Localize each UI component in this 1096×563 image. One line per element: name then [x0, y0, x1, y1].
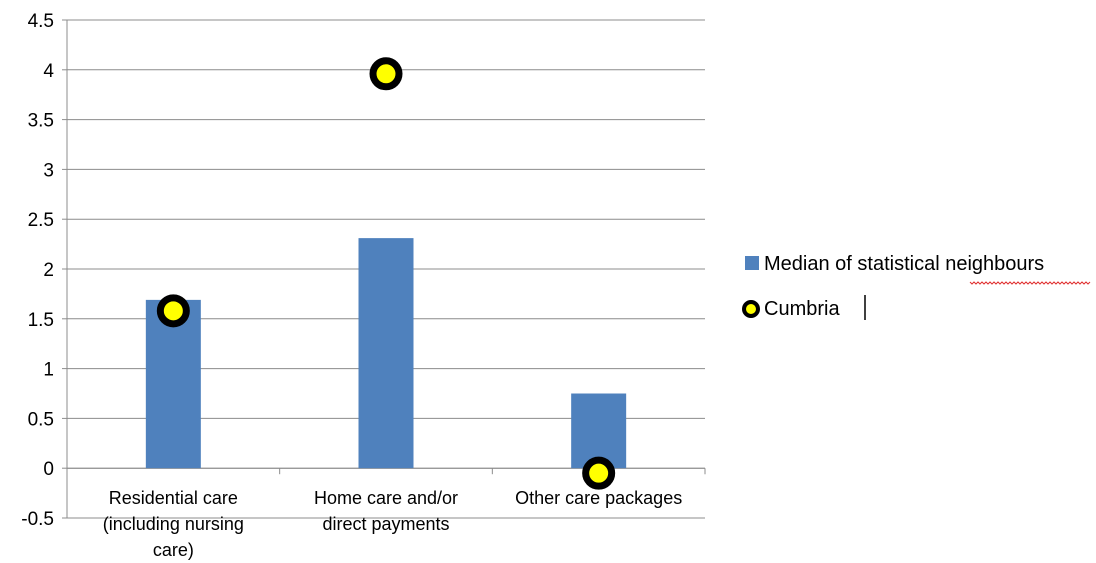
bar-median [571, 393, 627, 469]
y-tick-label: 2 [43, 260, 54, 281]
x-category-label-line: direct payments [322, 514, 449, 534]
legend-label-cumbria: Cumbria [764, 298, 840, 320]
legend-label-median: Median of statistical neighbours [764, 253, 1044, 275]
marker-series [156, 57, 616, 490]
bar-median [145, 299, 201, 469]
spellcheck-underline [969, 281, 1091, 285]
x-category-label-line: Other care packages [515, 488, 682, 508]
marker-cumbria [369, 57, 403, 91]
y-tick-label: 0 [43, 459, 54, 480]
y-tick-label: 4.5 [28, 11, 54, 32]
y-tick-label: 0.5 [28, 409, 54, 430]
y-tick-label: 3 [43, 160, 54, 181]
y-axis: -0.5 0 0.5 1 1.5 2 2.5 3 3.5 4 4.5 [21, 11, 68, 530]
bar-series [145, 238, 627, 469]
marker-cumbria [582, 456, 616, 490]
y-tick-label: 4 [43, 61, 54, 82]
x-category-label: Home care and/or direct payments [314, 488, 458, 534]
x-category-label-line: Residential care [109, 488, 238, 508]
bar-median [358, 238, 414, 469]
x-category-label-line: Home care and/or [314, 488, 458, 508]
y-tick-label: -0.5 [21, 509, 54, 530]
legend-swatch-cumbria [742, 300, 760, 318]
x-category-label: Residential care (including nursing care) [103, 488, 244, 560]
x-category-label: Other care packages [515, 488, 682, 508]
y-tick-label: 3.5 [28, 111, 54, 132]
legend-swatch-median [745, 256, 759, 270]
x-category-label-line: care) [153, 540, 194, 560]
x-axis: Residential care (including nursing care) H… [66, 467, 706, 560]
y-tick-label: 1.5 [28, 310, 54, 331]
marker-cumbria [156, 294, 190, 328]
x-category-label-line: (including nursing [103, 514, 244, 534]
y-tick-label: 2.5 [28, 210, 54, 231]
y-tick-label: 1 [43, 360, 54, 381]
legend: Median of statistical neighbours Cumbria [742, 253, 1091, 320]
